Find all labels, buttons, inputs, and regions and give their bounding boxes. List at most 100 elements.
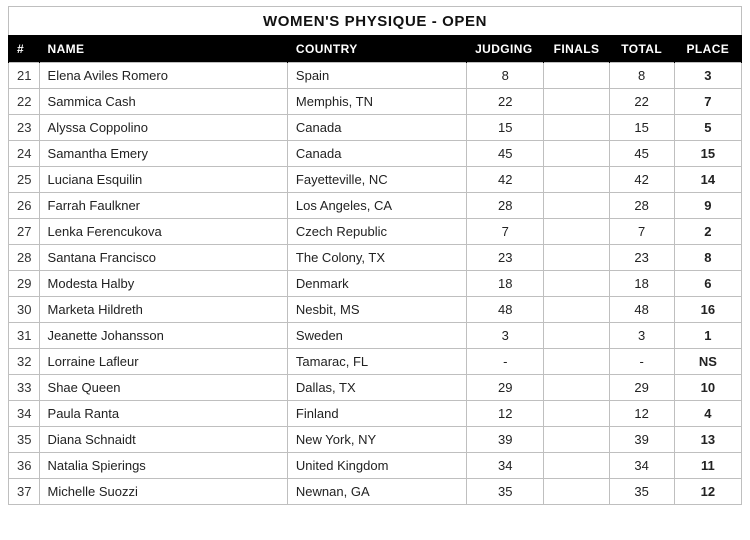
results-table: # NAME COUNTRY JUDGING FINALS TOTAL PLAC… <box>8 35 742 505</box>
cell-name: Marketa Hildreth <box>39 297 287 323</box>
cell-place: 2 <box>674 219 741 245</box>
cell-place: 15 <box>674 141 741 167</box>
cell-country: Nesbit, MS <box>287 297 466 323</box>
cell-total: 22 <box>609 89 674 115</box>
cell-finals <box>544 167 609 193</box>
cell-judging: 34 <box>467 453 544 479</box>
table-row: 27Lenka FerencukovaCzech Republic772 <box>9 219 742 245</box>
cell-place: 12 <box>674 479 741 505</box>
cell-total: 23 <box>609 245 674 271</box>
table-body: 21Elena Aviles RomeroSpain88322Sammica C… <box>9 63 742 505</box>
cell-total: 35 <box>609 479 674 505</box>
cell-num: 34 <box>9 401 40 427</box>
cell-country: Canada <box>287 141 466 167</box>
cell-num: 26 <box>9 193 40 219</box>
cell-place: 5 <box>674 115 741 141</box>
cell-country: Memphis, TN <box>287 89 466 115</box>
table-row: 29Modesta HalbyDenmark18186 <box>9 271 742 297</box>
cell-finals <box>544 427 609 453</box>
cell-place: 10 <box>674 375 741 401</box>
table-row: 25Luciana EsquilinFayetteville, NC424214 <box>9 167 742 193</box>
cell-finals <box>544 297 609 323</box>
cell-judging: 3 <box>467 323 544 349</box>
cell-name: Samantha Emery <box>39 141 287 167</box>
cell-num: 28 <box>9 245 40 271</box>
cell-name: Farrah Faulkner <box>39 193 287 219</box>
cell-place: 1 <box>674 323 741 349</box>
cell-judging: 29 <box>467 375 544 401</box>
cell-judging: 18 <box>467 271 544 297</box>
cell-name: Alyssa Coppolino <box>39 115 287 141</box>
table-row: 35Diana SchnaidtNew York, NY393913 <box>9 427 742 453</box>
cell-place: NS <box>674 349 741 375</box>
cell-country: Czech Republic <box>287 219 466 245</box>
cell-total: 28 <box>609 193 674 219</box>
cell-total: 18 <box>609 271 674 297</box>
cell-name: Elena Aviles Romero <box>39 63 287 89</box>
cell-finals <box>544 375 609 401</box>
cell-name: Diana Schnaidt <box>39 427 287 453</box>
cell-total: 12 <box>609 401 674 427</box>
cell-name: Modesta Halby <box>39 271 287 297</box>
cell-num: 22 <box>9 89 40 115</box>
table-row: 33Shae QueenDallas, TX292910 <box>9 375 742 401</box>
cell-judging: 42 <box>467 167 544 193</box>
cell-place: 7 <box>674 89 741 115</box>
cell-name: Luciana Esquilin <box>39 167 287 193</box>
header-total: TOTAL <box>609 35 674 63</box>
cell-country: Dallas, TX <box>287 375 466 401</box>
cell-judging: 22 <box>467 89 544 115</box>
cell-country: Fayetteville, NC <box>287 167 466 193</box>
table-row: 28Santana FranciscoThe Colony, TX23238 <box>9 245 742 271</box>
table-row: 32Lorraine LafleurTamarac, FL--NS <box>9 349 742 375</box>
cell-country: The Colony, TX <box>287 245 466 271</box>
cell-finals <box>544 219 609 245</box>
cell-total: 29 <box>609 375 674 401</box>
cell-total: 15 <box>609 115 674 141</box>
cell-name: Michelle Suozzi <box>39 479 287 505</box>
cell-judging: 12 <box>467 401 544 427</box>
cell-judging: 35 <box>467 479 544 505</box>
cell-place: 11 <box>674 453 741 479</box>
cell-judging: 45 <box>467 141 544 167</box>
cell-finals <box>544 479 609 505</box>
cell-num: 23 <box>9 115 40 141</box>
header-judging: JUDGING <box>467 35 544 63</box>
cell-num: 35 <box>9 427 40 453</box>
cell-total: 45 <box>609 141 674 167</box>
header-num: # <box>9 35 40 63</box>
cell-country: Denmark <box>287 271 466 297</box>
cell-num: 21 <box>9 63 40 89</box>
cell-country: Los Angeles, CA <box>287 193 466 219</box>
cell-total: 8 <box>609 63 674 89</box>
cell-judging: 23 <box>467 245 544 271</box>
cell-place: 14 <box>674 167 741 193</box>
cell-country: Newnan, GA <box>287 479 466 505</box>
cell-total: 48 <box>609 297 674 323</box>
cell-judging: 39 <box>467 427 544 453</box>
cell-place: 8 <box>674 245 741 271</box>
cell-finals <box>544 115 609 141</box>
cell-num: 25 <box>9 167 40 193</box>
table-title: WOMEN'S PHYSIQUE - OPEN <box>8 6 742 35</box>
table-row: 23Alyssa CoppolinoCanada15155 <box>9 115 742 141</box>
cell-total: 39 <box>609 427 674 453</box>
cell-finals <box>544 89 609 115</box>
cell-name: Sammica Cash <box>39 89 287 115</box>
cell-finals <box>544 193 609 219</box>
results-table-container: WOMEN'S PHYSIQUE - OPEN # NAME COUNTRY J… <box>0 0 750 505</box>
cell-num: 27 <box>9 219 40 245</box>
cell-place: 6 <box>674 271 741 297</box>
cell-name: Jeanette Johansson <box>39 323 287 349</box>
cell-judging: - <box>467 349 544 375</box>
cell-country: Sweden <box>287 323 466 349</box>
cell-name: Santana Francisco <box>39 245 287 271</box>
cell-total: 3 <box>609 323 674 349</box>
table-row: 37Michelle SuozziNewnan, GA353512 <box>9 479 742 505</box>
cell-country: Finland <box>287 401 466 427</box>
cell-finals <box>544 245 609 271</box>
cell-judging: 28 <box>467 193 544 219</box>
cell-total: 34 <box>609 453 674 479</box>
table-row: 34Paula RantaFinland12124 <box>9 401 742 427</box>
table-row: 36Natalia SpieringsUnited Kingdom343411 <box>9 453 742 479</box>
